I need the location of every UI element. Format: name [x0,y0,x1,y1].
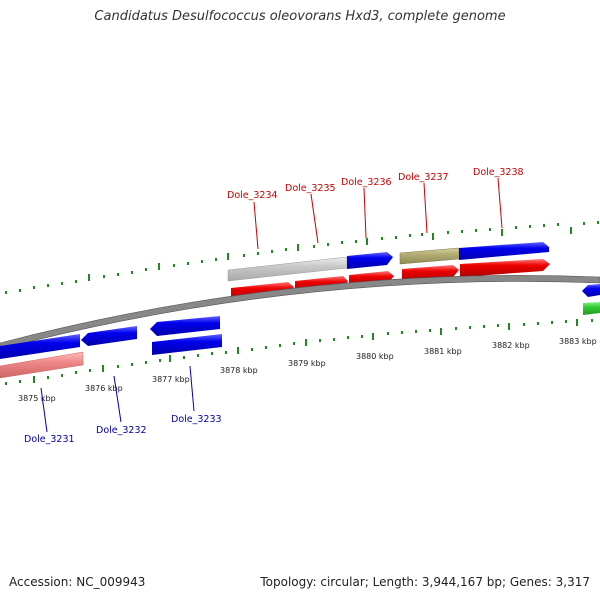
cds-forward-arrow [152,334,222,355]
cds-forward-arrow [0,334,80,359]
bottom-leader-lines [40,365,195,433]
rna-feature [583,302,600,315]
cds-reverse-arrow [460,259,550,277]
kbp-label: 3880 kbp [356,352,394,361]
topology-text: Topology: circular; Length: 3,944,167 bp… [260,575,590,589]
right-edge-features [582,284,600,315]
reverse-strand-bottom [0,334,222,379]
lower-tick-ruler [5,319,593,385]
map-title: Candidatus Desulfococcus oleovorans Hxd3… [94,9,506,24]
gene-label-top: Dole_3236 [341,177,392,188]
gene-label-bottom: Dole_3232 [96,425,147,436]
cds-forward-arrow [582,284,600,297]
accession-text: Accession: NC_009943 [9,575,146,589]
lower-minor-ticks [5,319,593,385]
gene-label-top: Dole_3234 [227,190,278,201]
kbp-label: 3882 kbp [492,341,530,350]
lower-major-ticks [33,319,578,383]
olive-feature [399,247,460,265]
upper-minor-ticks [5,221,599,294]
cds-forward-arrow [81,326,137,346]
upper-major-ticks [88,227,572,281]
gene-label-bottom: Dole_3231 [24,434,75,445]
kbp-label: 3881 kbp [424,347,462,356]
upper-tick-ruler [5,221,599,294]
kbp-label: 3877 kbp [152,375,190,384]
gene-labels-bottom: Dole_3231 Dole_3232 Dole_3233 [24,414,222,445]
top-leader-lines [253,177,503,250]
kbp-scale-labels: 3875 kbp 3876 kbp 3877 kbp 3878 kbp 3879… [18,337,597,403]
forward-strand-top [227,242,549,282]
gene-labels-top: Dole_3234 Dole_3235 Dole_3236 Dole_3237 … [227,167,524,201]
gene-label-top: Dole_3237 [398,172,449,183]
cds-forward-arrow [459,242,549,260]
cds-forward-arrow [150,316,220,336]
genome-backbone [0,275,600,350]
kbp-label: 3879 kbp [288,359,326,368]
gene-label-bottom: Dole_3233 [171,414,222,425]
kbp-label: 3883 kbp [559,337,597,346]
kbp-label: 3876 kbp [85,384,123,393]
cds-forward-arrow [347,252,393,269]
kbp-label: 3878 kbp [220,366,258,375]
gene-label-top: Dole_3238 [473,167,524,178]
gray-feature [227,256,348,282]
kbp-label: 3875 kbp [18,394,56,403]
pseudogene-feature [0,351,84,379]
gene-label-top: Dole_3235 [285,183,336,194]
forward-strand-bottom [0,316,220,359]
